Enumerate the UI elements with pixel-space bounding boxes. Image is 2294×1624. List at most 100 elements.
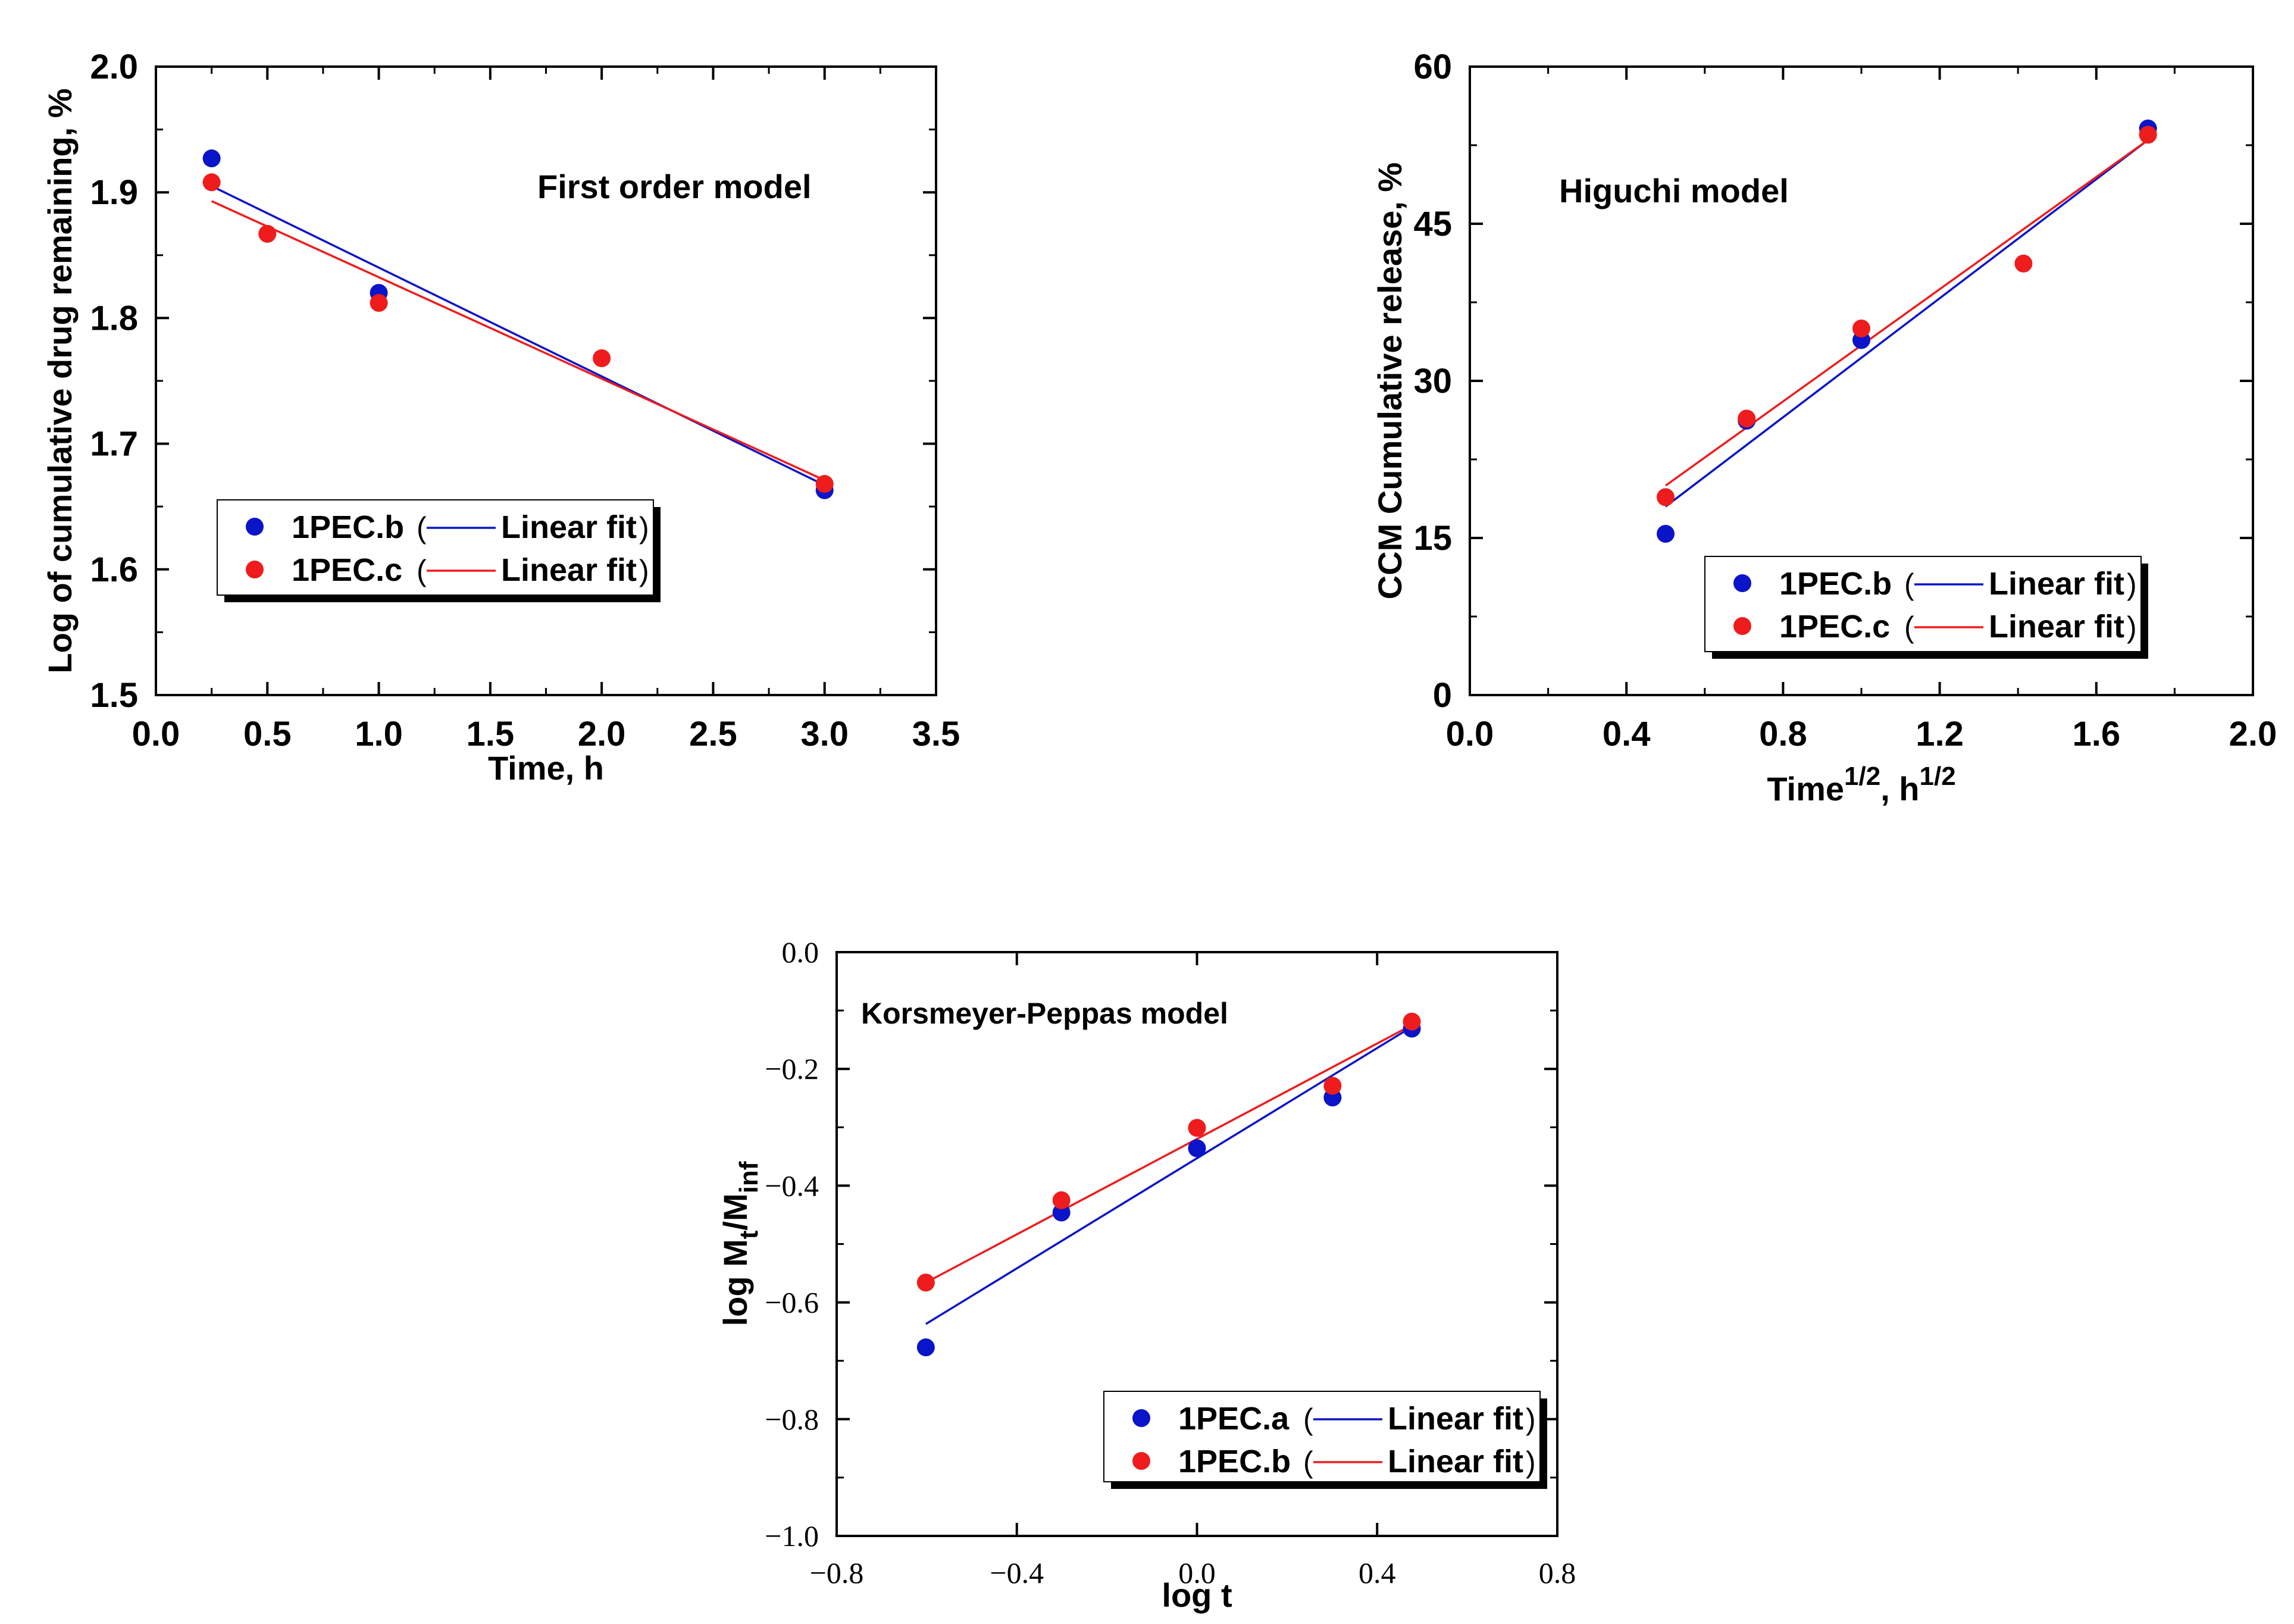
- legend-paren-open: (: [1904, 568, 1914, 601]
- x-axis-label-superscript-2: 1/2: [1920, 762, 1956, 791]
- chart-title: First order model: [537, 168, 812, 205]
- y-tick-label: −0.8: [765, 1403, 819, 1436]
- y-axis-label-text: CCM Cumulative release, %: [1371, 162, 1409, 599]
- x-tick-label: −0.8: [810, 1556, 864, 1589]
- data-point-1PEC.c: [2139, 126, 2157, 144]
- x-tick-label: 0.8: [1759, 715, 1807, 753]
- y-tick-label: 1.7: [90, 425, 138, 464]
- legend-paren-open: (: [1303, 1403, 1313, 1436]
- x-tick-label: 0.0: [1446, 715, 1494, 753]
- x-tick-label: 0.4: [1359, 1556, 1396, 1589]
- data-point-1PEC.b: [1657, 524, 1675, 543]
- y-tick-label: 1.5: [90, 676, 138, 715]
- legend-fit-label: Linear fit: [501, 552, 637, 588]
- y-axis-label-slash: /M: [716, 1193, 754, 1230]
- y-tick-label: 0: [1433, 676, 1452, 715]
- y-tick-label: −0.4: [765, 1169, 819, 1202]
- y-tick-label: −0.6: [765, 1286, 819, 1319]
- x-axis-label-superscript: 1/2: [1844, 762, 1880, 791]
- y-axis-label-text: Log of cumulative drug remaining, %: [41, 88, 79, 673]
- data-point-1PEC.c: [1852, 320, 1870, 337]
- y-tick-label: 1.6: [90, 550, 138, 589]
- data-point-1PEC.a: [1052, 1203, 1071, 1222]
- x-axis-label-unit: , h: [1880, 770, 1919, 808]
- x-tick-label: 2.0: [578, 715, 626, 753]
- legend-series-name: 1PEC.c: [1779, 609, 1890, 644]
- legend-paren-open: (: [417, 554, 427, 587]
- data-point-1PEC.c: [2014, 254, 2033, 273]
- data-point-1PEC.a: [916, 1338, 935, 1357]
- data-point-1PEC.b: [1403, 1012, 1421, 1031]
- data-point-1PEC.a: [1188, 1139, 1206, 1157]
- x-tick-label: −0.4: [990, 1556, 1044, 1589]
- y-tick-label: −1.0: [765, 1519, 819, 1553]
- legend-fit-label: Linear fit: [501, 509, 637, 545]
- legend-paren-close: ): [1526, 1445, 1536, 1479]
- chart-title: Korsmeyer-Peppas model: [861, 997, 1228, 1030]
- legend-series-name: 1PEC.a: [1178, 1401, 1290, 1437]
- data-point-1PEC.c: [258, 224, 277, 243]
- y-tick-label: 30: [1413, 362, 1452, 400]
- data-point-1PEC.c: [593, 349, 611, 367]
- data-point-1PEC.b: [1323, 1077, 1342, 1095]
- x-axis-label: log t: [1162, 1576, 1232, 1614]
- chart-title: Higuchi model: [1559, 172, 1789, 209]
- data-point-1PEC.b: [202, 149, 221, 168]
- x-tick-label: 0.4: [1603, 715, 1651, 753]
- data-point-1PEC.c: [1657, 488, 1675, 506]
- y-tick-label: −0.2: [765, 1052, 819, 1085]
- data-point-1PEC.c: [370, 294, 388, 312]
- legend: 1PEC.b (Linear fit) 1PEC.c (Linear fit): [1704, 556, 2148, 659]
- x-axis-label-text: log t: [1162, 1576, 1232, 1614]
- y-axis-label-subscript-2: inf: [734, 1161, 763, 1193]
- y-axis-label-subscript: t: [734, 1230, 763, 1239]
- legend-series-name: 1PEC.b: [1178, 1444, 1291, 1479]
- x-tick-label: 3.0: [800, 715, 849, 753]
- x-tick-label: 2.0: [2229, 715, 2277, 753]
- y-axis-label: Log of cumulative drug remaining, %: [41, 88, 79, 673]
- y-tick-label: 60: [1413, 48, 1452, 86]
- chart-panel-3: −0.8 −0.4 0.0 0.4 0.8−1.0−0.8−0.6−0.4−0.20.0…: [716, 935, 1576, 1614]
- x-axis-label-text: Time: [1767, 770, 1844, 808]
- x-tick-label: 1.2: [1916, 715, 1964, 753]
- data-point-1PEC.c: [1738, 409, 1756, 428]
- y-tick-label: 15: [1413, 519, 1452, 558]
- legend: 1PEC.b (Linear fit) 1PEC.c (Linear fit): [217, 499, 661, 602]
- legend-paren-close: ): [2127, 611, 2137, 644]
- x-axis-label: Time, h: [488, 749, 604, 787]
- x-tick-label: 0.8: [1539, 1556, 1576, 1589]
- legend-marker: [246, 518, 264, 536]
- legend-marker: [1733, 574, 1751, 592]
- x-axis-label: Time1/2, h1/2: [1767, 762, 1955, 808]
- x-tick-label: 0.0: [132, 715, 180, 753]
- x-tick-label: 0.5: [243, 715, 292, 753]
- data-point-1PEC.b: [916, 1273, 935, 1292]
- x-tick-label: 3.5: [912, 715, 960, 753]
- legend-marker: [246, 561, 264, 578]
- x-tick-label: 1.6: [2072, 715, 2120, 753]
- x-tick-label: 1.0: [355, 715, 403, 753]
- y-tick-label: 45: [1413, 205, 1452, 243]
- y-axis-label-text: log M: [716, 1239, 754, 1326]
- data-point-1PEC.c: [815, 475, 834, 493]
- fit-line-1PEC.b: [1664, 139, 2149, 508]
- x-tick-label: 2.5: [689, 715, 737, 753]
- legend-box: [1103, 1391, 1541, 1482]
- legend-series-name: 1PEC.c: [292, 552, 402, 588]
- legend-fit-label: Linear fit: [1388, 1401, 1523, 1437]
- legend-paren-open: (: [417, 511, 427, 545]
- fit-line-1PEC.b: [925, 1024, 1413, 1284]
- legend-paren-open: (: [1303, 1445, 1313, 1479]
- y-tick-label: 0.0: [782, 935, 819, 969]
- y-axis-label: log Mt/Minf: [716, 1161, 763, 1326]
- y-axis-label: CCM Cumulative release, %: [1371, 162, 1409, 599]
- legend-series-name: 1PEC.b: [1779, 566, 1892, 602]
- legend-box: [1704, 556, 2142, 652]
- legend-paren-close: ): [639, 511, 649, 545]
- data-point-1PEC.b: [1052, 1191, 1071, 1209]
- x-axis-label-text: Time, h: [488, 749, 604, 787]
- legend-fit-label: Linear fit: [1989, 566, 2124, 602]
- legend-marker: [1132, 1409, 1150, 1427]
